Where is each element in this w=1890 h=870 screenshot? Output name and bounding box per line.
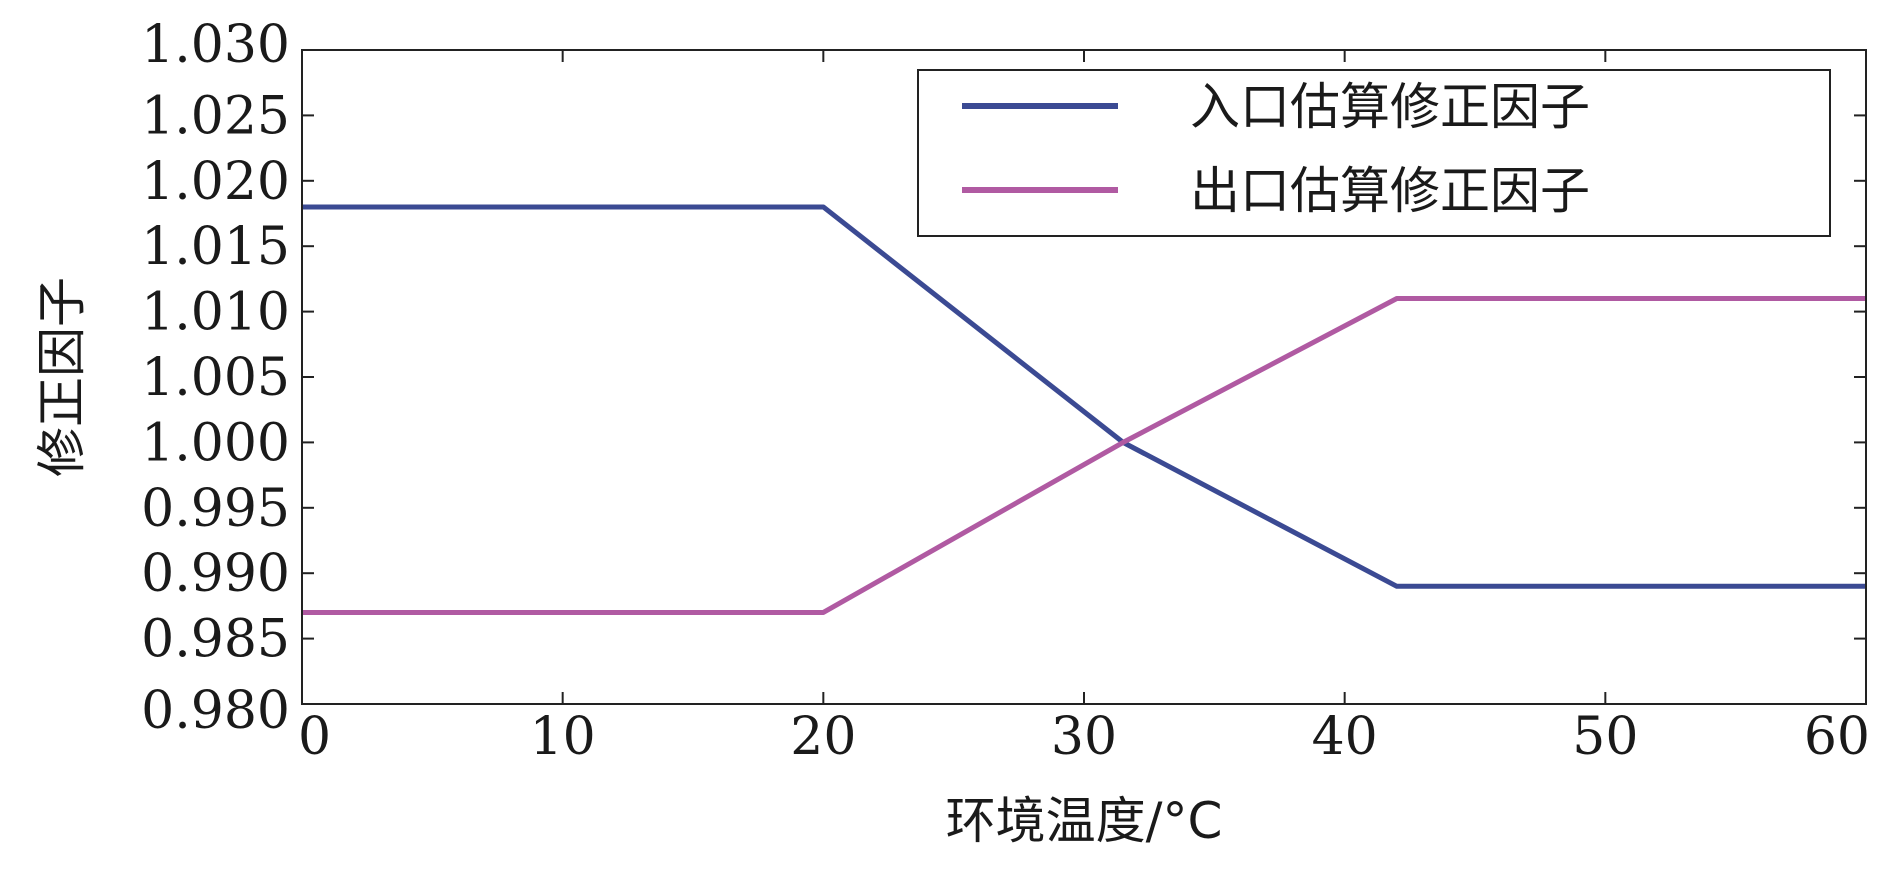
y-axis-title: 修正因子	[33, 277, 91, 477]
y-tick-label: 0.985	[141, 610, 290, 670]
series-layer	[302, 204, 1866, 615]
x-tick-label: 60	[1804, 707, 1870, 767]
x-axis-title: 环境温度/°C	[946, 792, 1223, 850]
y-tick-label: 1.025	[141, 86, 290, 146]
series-line-2	[302, 296, 1866, 615]
x-tick-label: 0	[298, 707, 331, 767]
series-line-1	[302, 204, 1866, 589]
y-tick-label: 1.030	[141, 15, 290, 75]
plot-frame	[301, 49, 1867, 705]
y-tick-label: 1.010	[141, 283, 290, 343]
tick-labels: 0 10 20 30 40 50 600.9800.9850.9900.9951.0001.…	[141, 15, 1870, 767]
x-tick-label: 50	[1572, 707, 1638, 767]
x-tick-label: 40	[1312, 707, 1378, 767]
legend-label-1: 入口估算修正因子	[1190, 78, 1590, 136]
y-tick-label: 0.990	[141, 544, 290, 604]
y-tick-label: 1.015	[141, 217, 290, 277]
x-tick-label: 20	[790, 707, 856, 767]
legend-label-2: 出口估算修正因子	[1190, 162, 1590, 220]
y-tick-label: 1.020	[141, 152, 290, 212]
y-tick-label: 0.995	[141, 479, 290, 539]
y-tick-label: 1.000	[141, 413, 290, 473]
x-tick-label: 10	[530, 707, 596, 767]
y-tick-label: 0.980	[141, 681, 290, 741]
x-tick-label: 30	[1051, 707, 1117, 767]
legend-box	[917, 69, 1831, 237]
y-tick-label: 1.005	[141, 348, 290, 408]
